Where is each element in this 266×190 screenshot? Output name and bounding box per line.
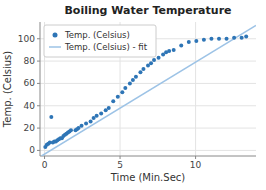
scatter-point [232, 36, 236, 40]
scatter-point [89, 119, 93, 123]
scatter-point [149, 61, 153, 65]
scatter-point [84, 122, 88, 126]
grid-line-y [40, 61, 256, 62]
scatter-point [187, 40, 191, 44]
x-axis-label: Time (Min.Sec) [110, 172, 185, 183]
scatter-point [240, 36, 244, 40]
scatter-point [202, 38, 206, 42]
scatter-point [49, 115, 53, 119]
tick-label-y: 80 [24, 56, 36, 66]
scatter-point [152, 58, 156, 62]
grid-line-y [40, 105, 256, 106]
scatter-point [244, 35, 248, 39]
tick-label-x: 10 [190, 160, 202, 170]
scatter-point [131, 78, 135, 82]
tick-label-y: 0 [29, 145, 35, 155]
scatter-point [172, 48, 176, 52]
scatter-point [138, 70, 142, 74]
legend-swatch [49, 46, 61, 48]
scatter-point [80, 124, 84, 128]
grid-line-y [40, 83, 256, 84]
scatter-point [128, 81, 132, 85]
grid-line-y [40, 150, 256, 151]
tick-label-y: 40 [24, 101, 36, 111]
chart: 0 20 40 60 80 100 0 5 10 Boiling Water Temperatur… [0, 0, 266, 190]
scatter-point [167, 49, 171, 53]
scatter-point [217, 37, 221, 41]
plot-data [42, 25, 256, 156]
title: Boiling Water Temperature [64, 4, 231, 17]
scatter-point [134, 75, 138, 79]
scatter-point [120, 90, 124, 94]
scatter-point [95, 114, 99, 118]
legend-label: Temp. (Celsius) [64, 30, 130, 40]
tick-label-x: 0 [42, 160, 48, 170]
scatter-point [111, 99, 115, 103]
grid-line-y [40, 128, 256, 129]
tick-label-y: 60 [24, 78, 36, 88]
scatter-point [194, 39, 198, 43]
scatter-point [141, 67, 145, 71]
tick-label-y: 100 [18, 34, 35, 44]
tick-label-x: 5 [117, 160, 123, 170]
axis-x [40, 156, 256, 157]
legend-box [44, 25, 156, 57]
tick-label-y: 20 [24, 123, 36, 133]
scatter-point [99, 112, 103, 116]
axis-y [40, 22, 41, 156]
legend: Temp. (Celsius) Temp. (Celsius) - fit [44, 25, 156, 57]
y-axis-label: Temp. (Celsius) [2, 51, 13, 128]
scatter-point [225, 37, 229, 41]
scatter-point [209, 37, 213, 41]
legend-label: Temp. (Celsius) - fit [64, 42, 148, 52]
scatter-point [123, 86, 127, 90]
scatter-point [157, 56, 161, 60]
scatter-point [69, 128, 73, 132]
legend-swatch [53, 33, 58, 38]
fit-line [42, 25, 256, 156]
grid [40, 22, 256, 156]
scatter-point [107, 106, 111, 110]
scatter-point [179, 43, 183, 47]
scatter-point [116, 95, 120, 99]
